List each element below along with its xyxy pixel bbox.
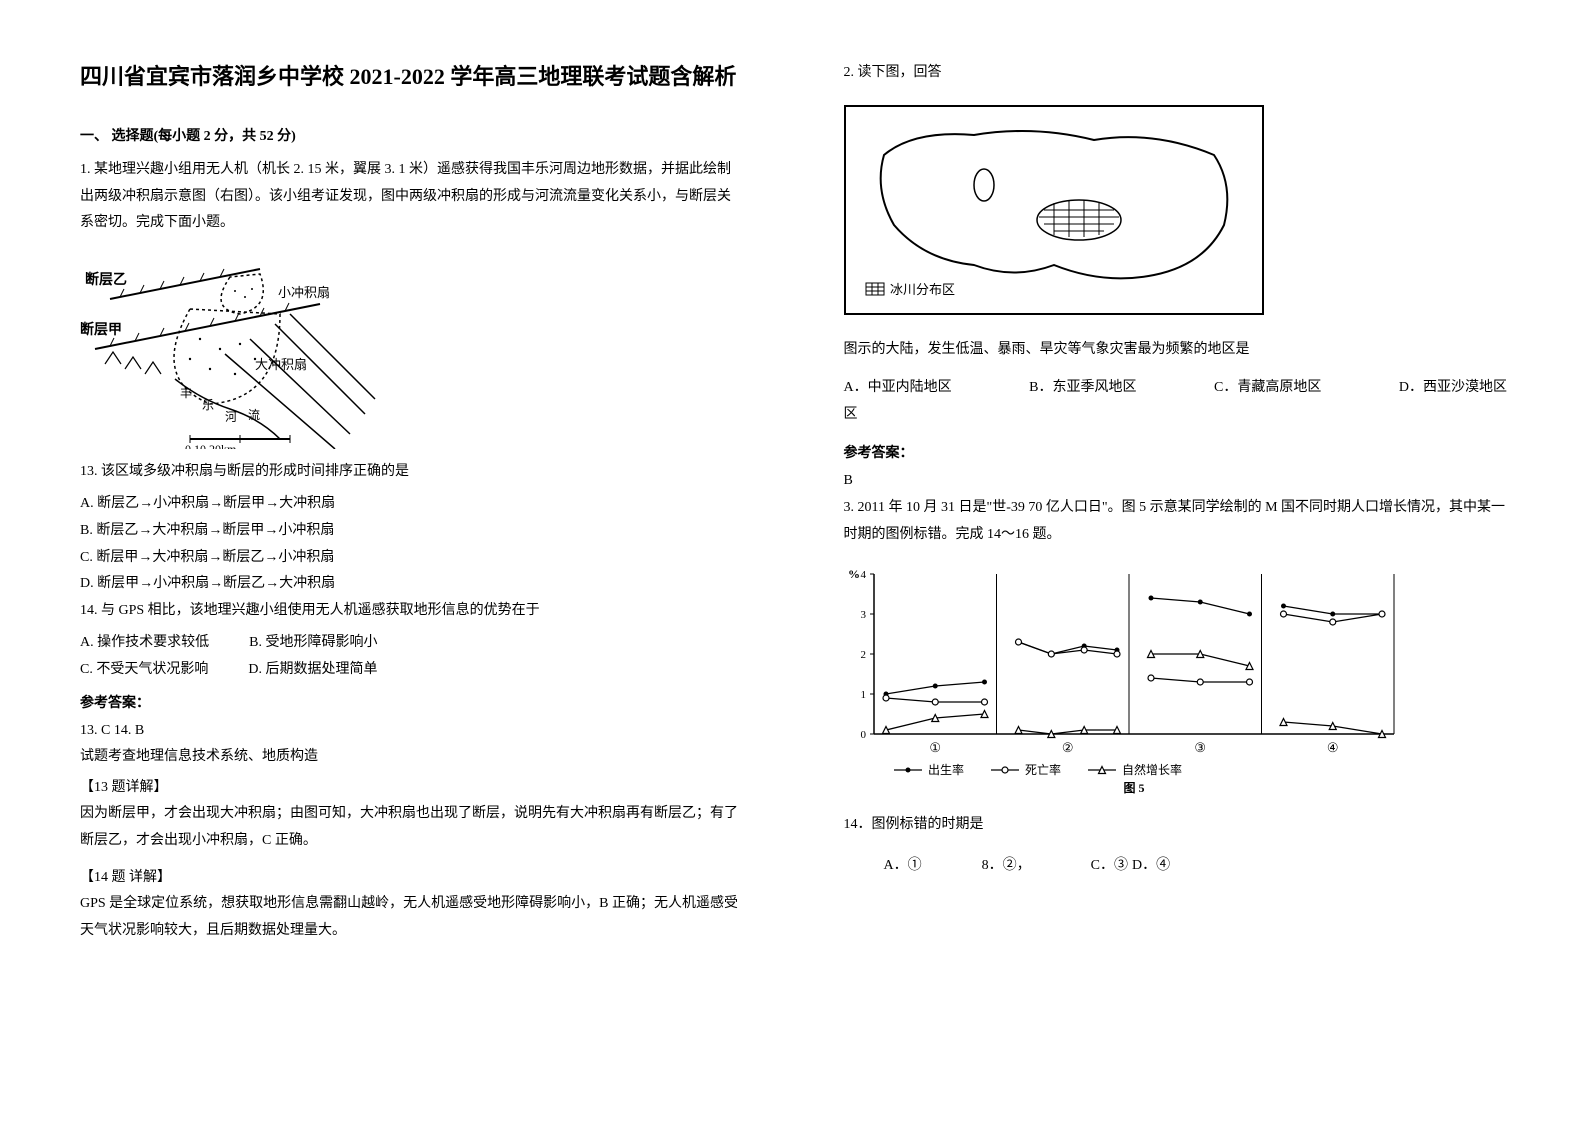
svg-text:1: 1 [860, 689, 866, 701]
svg-text:出生率: 出生率 [928, 762, 964, 777]
q2-stem: 2. 读下图，回答 [844, 60, 1508, 87]
q2-opt-b: B．东亚季风地区 [1029, 375, 1136, 402]
label-big-fan: 大冲积扇 [255, 357, 307, 372]
q13-opt-a: A. 断层乙→小冲积扇→断层甲→大冲积扇 [80, 491, 744, 518]
svg-text:自然增长率: 自然增长率 [1122, 762, 1182, 777]
river-char-2: 乐 [202, 398, 214, 412]
figure-1: 断层乙 断层甲 小冲积扇 大冲积扇 丰 乐 河 流 0 10 20km [80, 249, 744, 449]
q13-opt-b: B. 断层乙→大冲积扇→断层甲→小冲积扇 [80, 518, 744, 545]
svg-text:3: 3 [860, 609, 866, 621]
q2-opt-c: C．青藏高原地区 [1214, 375, 1321, 402]
river-char-3: 河 [225, 410, 237, 424]
q2-opt-d: D．西亚沙漠地区 [1399, 375, 1507, 402]
answer-2-header: 参考答案： [844, 442, 1508, 462]
asia-map-svg: 冰川分布区 [854, 115, 1254, 305]
q14-row-2: C. 不受天气状况影响 D. 后期数据处理简单 [80, 657, 744, 684]
label-fault-a: 断层甲 [80, 321, 122, 338]
figure-2: 冰川分布区 [844, 105, 1264, 315]
q14b-options: A．① 8．②， C．③ D．④ [884, 853, 1508, 880]
svg-text:④: ④ [1326, 740, 1338, 755]
q2-options: A．中亚内陆地区 B．东亚季风地区 C．青藏高原地区 D．西亚沙漠地区 [844, 375, 1508, 402]
population-chart-svg: % 0 1 2 3 4 ① ② ③ ④ 出生率 死亡率 自然增长率图 5 [844, 564, 1404, 794]
svg-text:死亡率: 死亡率 [1025, 762, 1061, 777]
q14-opt-c: C. 不受天气状况影响 [80, 657, 208, 684]
svg-text:②: ② [1061, 740, 1073, 755]
svg-text:4: 4 [860, 569, 866, 581]
answer-1-header: 参考答案： [80, 692, 744, 712]
svg-text:①: ① [929, 740, 941, 755]
scale-label: 0 10 20km [185, 442, 237, 449]
section-1-header: 一、 选择题(每小题 2 分，共 52 分) [80, 125, 744, 145]
q14-stem: 14. 与 GPS 相比，该地理兴趣小组使用无人机遥感获取地形信息的优势在于 [80, 598, 744, 625]
figure-3: % 0 1 2 3 4 ① ② ③ ④ 出生率 死亡率 自然增长率图 5 [844, 564, 1508, 794]
exam-title: 四川省宜宾市落润乡中学校 2021-2022 学年高三地理联考试题含解析 [80, 60, 744, 93]
q14-row-1: A. 操作技术要求较低 B. 受地形障碍影响小 [80, 630, 744, 657]
river-char-1: 丰 [180, 386, 192, 400]
q14-opt-a: A. 操作技术要求较低 [80, 630, 209, 657]
q14b-opt-c: C．③ [1091, 853, 1128, 880]
q13-stem: 13. 该区域多级冲积扇与断层的形成时间排序正确的是 [80, 459, 744, 486]
sub13-header: 【13 题详解】 [80, 775, 744, 802]
q14b-opt-a: A．① [884, 853, 922, 880]
q13-opt-d: D. 断层甲→小冲积扇→断层乙→大冲积扇 [80, 571, 744, 598]
fig2-legend: 冰川分布区 [890, 282, 955, 297]
q2-prompt: 图示的大陆，发生低温、暴雨、旱灾等气象灾害最为频繁的地区是 [844, 337, 1508, 364]
fan-diagram-svg: 断层乙 断层甲 小冲积扇 大冲积扇 丰 乐 河 流 0 10 20km [80, 249, 380, 449]
q2-tail: 区 [844, 402, 1508, 429]
sub14-header: 【14 题 详解】 [80, 865, 744, 892]
answer-2-val: B [844, 468, 1508, 495]
sub13-text: 因为断层甲，才会出现大冲积扇；由图可知，大冲积扇也出现了断层，说明先有大冲积扇再… [80, 801, 744, 854]
answer-1-line2: 试题考查地理信息技术系统、地质构造 [80, 744, 744, 771]
svg-text:2: 2 [860, 649, 866, 661]
river-char-4: 流 [248, 408, 260, 422]
q14-opt-d: D. 后期数据处理简单 [248, 657, 377, 684]
svg-text:0: 0 [860, 729, 866, 741]
q3-stem: 3. 2011 年 10 月 31 日是"世-39 70 亿人口日"。图 5 示… [844, 495, 1508, 548]
label-fault-b: 断层乙 [85, 271, 127, 288]
svg-text:③: ③ [1194, 740, 1206, 755]
label-small-fan: 小冲积扇 [278, 285, 330, 300]
q13-opt-c: C. 断层甲→大冲积扇→断层乙→小冲积扇 [80, 545, 744, 572]
q14b-opt-b: 8．②， [982, 853, 1031, 880]
svg-text:%: % [848, 567, 860, 581]
q2-opt-a: A．中亚内陆地区 [844, 375, 952, 402]
q1-stem: 1. 某地理兴趣小组用无人机（机长 2. 15 米，翼展 3. 1 米）遥感获得… [80, 157, 744, 237]
answer-1-line1: 13. C 14. B [80, 718, 744, 745]
q14b-opt-d: D．④ [1132, 853, 1170, 880]
left-column: 四川省宜宾市落润乡中学校 2021-2022 学年高三地理联考试题含解析 一、 … [80, 60, 744, 1062]
q14-opt-b: B. 受地形障碍影响小 [249, 630, 377, 657]
svg-text:图 5: 图 5 [1123, 781, 1144, 794]
q14b-stem: 14．图例标错的时期是 [844, 812, 1508, 839]
sub14-text: GPS 是全球定位系统，想获取地形信息需翻山越岭，无人机遥感受地形障碍影响小，B… [80, 891, 744, 944]
right-column: 2. 读下图，回答 冰川分布区 图示的大陆，发生低温、暴雨、旱灾等气象灾害最为频… [844, 60, 1508, 1062]
